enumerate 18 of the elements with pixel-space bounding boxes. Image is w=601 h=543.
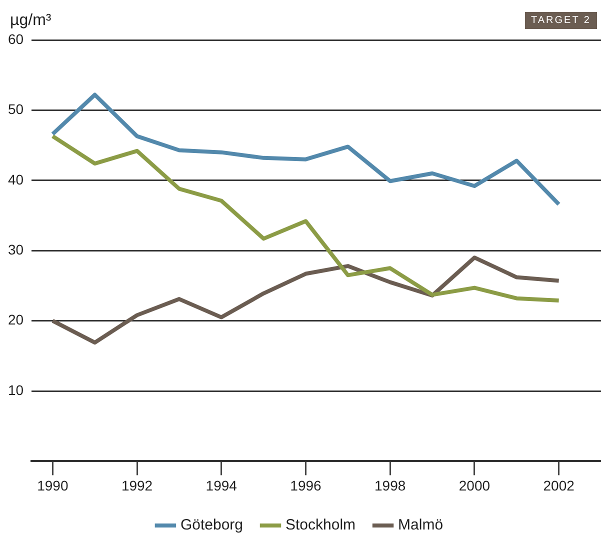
x-tick-label: 1998 bbox=[374, 477, 406, 494]
x-tick-label: 1994 bbox=[206, 477, 238, 494]
y-tick-label: 60 bbox=[8, 30, 24, 47]
legend-label: Göteborg bbox=[180, 516, 244, 534]
legend-label: Malmö bbox=[398, 516, 444, 534]
y-tick-label: 40 bbox=[8, 171, 24, 188]
y-tick-label: 20 bbox=[8, 312, 24, 328]
legend-label: Stockholm bbox=[286, 516, 356, 534]
x-tick-label: 1996 bbox=[290, 477, 322, 494]
x-tick-label: 2000 bbox=[458, 477, 490, 494]
x-tick-label: 2002 bbox=[543, 477, 575, 494]
x-tick-label: 1992 bbox=[121, 477, 153, 494]
y-axis-title: µg/m³ bbox=[10, 12, 52, 30]
y-tick-label: 10 bbox=[8, 382, 24, 398]
y-tick-label: 30 bbox=[8, 241, 24, 258]
y-tick-label: 50 bbox=[8, 101, 24, 118]
text: TARGET 2 bbox=[525, 12, 597, 29]
x-tick-label: 1990 bbox=[37, 477, 68, 494]
